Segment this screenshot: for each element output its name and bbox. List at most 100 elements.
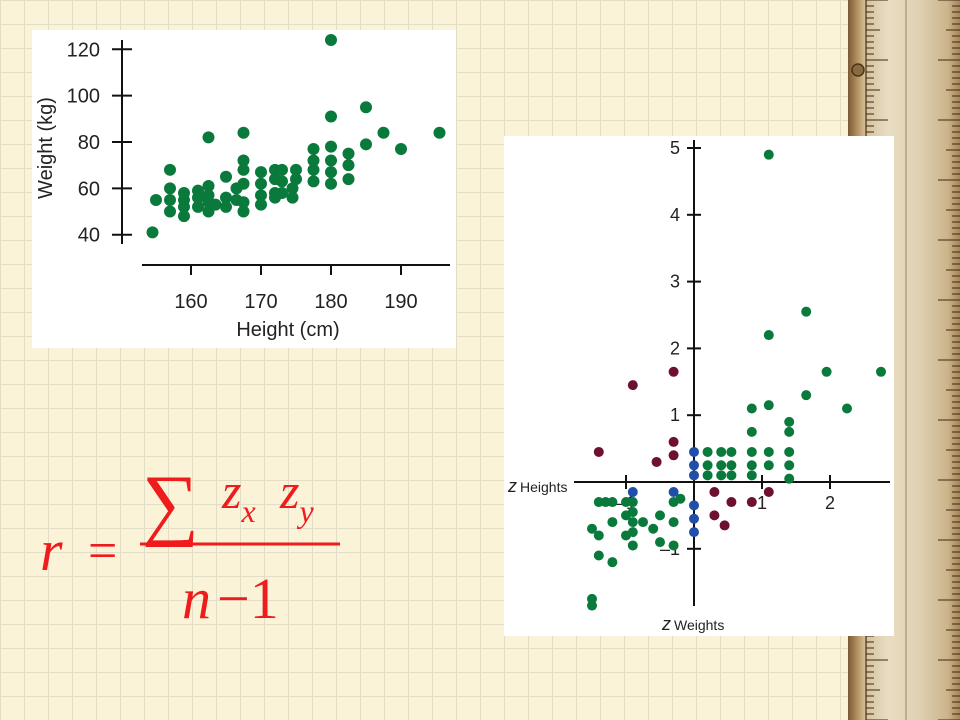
chart2-y-tick-label: 5 xyxy=(670,138,680,158)
chart2-point xyxy=(726,460,737,471)
chart2-ticks: –112–112345 xyxy=(616,138,835,559)
chart1-point xyxy=(342,147,355,160)
chart2-point xyxy=(763,487,774,498)
chart1-point xyxy=(237,177,250,190)
chart1-point xyxy=(237,163,250,176)
chart1-point xyxy=(164,205,176,218)
chart2-point xyxy=(689,513,699,524)
chart2-points xyxy=(587,149,886,611)
chart2-point xyxy=(607,497,618,508)
chart2-point xyxy=(719,520,730,531)
chart2-point xyxy=(651,456,662,467)
formula-r: r xyxy=(40,518,63,583)
chart1-x-tick-label: 190 xyxy=(384,291,417,313)
chart2-point xyxy=(593,446,604,457)
chart2-point xyxy=(801,306,812,317)
chart1-point xyxy=(255,166,267,179)
chart1-point xyxy=(255,177,267,190)
chart1-point xyxy=(325,166,337,179)
chart1-point xyxy=(237,205,250,218)
chart2-x-axis-label: z Heights xyxy=(507,476,567,496)
chart1-point xyxy=(395,142,407,155)
chart2-point xyxy=(655,537,665,548)
formula-z-x: zx xyxy=(221,463,256,529)
formula-z-y: zy xyxy=(279,463,314,529)
formula-sum-symbol: ∑ xyxy=(142,460,199,548)
chart2-point xyxy=(726,470,737,481)
chart2-point xyxy=(702,446,713,457)
chart2-point xyxy=(627,527,638,538)
chart2-point xyxy=(746,470,757,481)
chart1-point xyxy=(164,163,176,176)
chart1-y-tick-label: 60 xyxy=(78,178,100,200)
chart1-point xyxy=(290,163,302,176)
chart2-point xyxy=(726,497,737,508)
chart2-point xyxy=(627,517,638,528)
chart1-point xyxy=(325,110,337,123)
chart2-y-tick-label: 2 xyxy=(670,338,680,358)
chart1-x-tick-label: 180 xyxy=(314,291,347,313)
chart2-point xyxy=(702,460,713,471)
chart1-point xyxy=(192,200,204,213)
chart1-point xyxy=(325,154,337,167)
chart2-x-tick-label: 1 xyxy=(757,493,767,513)
chart2-point xyxy=(627,507,638,518)
chart1-y-tick-label: 100 xyxy=(67,86,100,108)
chart2-point xyxy=(593,530,604,541)
chart1-point xyxy=(220,200,232,213)
chart2-point xyxy=(763,446,774,457)
chart1-y-tick-label: 120 xyxy=(67,39,100,61)
chart1-point xyxy=(360,101,372,114)
chart2-y-tick-label: 3 xyxy=(670,272,680,292)
chart1-point xyxy=(237,196,250,209)
height-weight-scatter: 160 170 180 190 40 60 80 100 120 Height (cm) Wei… xyxy=(35,34,450,341)
chart2-point xyxy=(763,460,774,471)
chart2-point xyxy=(726,446,737,457)
formula-denominator: n −1 xyxy=(182,566,279,631)
chart1-x-tick-label: 160 xyxy=(174,291,207,313)
chart1-point xyxy=(202,131,215,144)
chart1-point xyxy=(255,198,267,211)
chart2-point xyxy=(709,510,720,521)
chart2-point xyxy=(668,540,679,551)
chart2-point xyxy=(716,470,727,481)
chart2-point xyxy=(876,366,886,377)
chart1-point xyxy=(325,177,337,190)
chart1-point xyxy=(377,126,390,139)
chart1-point xyxy=(307,175,320,188)
chart1-point xyxy=(255,189,267,202)
chart2-y-tick-label: 1 xyxy=(670,405,680,425)
chart2-point xyxy=(627,487,638,498)
chart2-point xyxy=(655,510,665,521)
chart1-point xyxy=(286,182,299,195)
chart2-point xyxy=(689,500,699,511)
chart1-y-tick-label: 80 xyxy=(78,132,100,154)
chart2-y-tick-label: 4 xyxy=(670,205,680,225)
chart1-point xyxy=(286,191,299,204)
chart2-point xyxy=(716,460,727,471)
chart2-point xyxy=(675,493,686,504)
chart2-point xyxy=(607,557,618,568)
chart1-x-axis-label: Height (cm) xyxy=(236,319,339,341)
chart1-point xyxy=(325,140,337,153)
chart1-ticks: 160 170 180 190 40 60 80 100 120 xyxy=(67,39,418,313)
height-weight-chart-panel: 160 170 180 190 40 60 80 100 120 Height (cm) Wei… xyxy=(32,30,456,348)
chart2-point xyxy=(607,517,618,528)
chart2-point xyxy=(689,460,699,471)
chart1-y-axis-label: Weight (kg) xyxy=(35,97,57,199)
chart1-point xyxy=(276,175,288,188)
chart2-point xyxy=(746,426,757,437)
chart1-points xyxy=(146,34,446,239)
chart2-point xyxy=(627,540,638,551)
chart1-point xyxy=(178,210,190,223)
chart2-point xyxy=(668,436,679,447)
chart2-point xyxy=(746,446,757,457)
correlation-formula: r = ∑ zx zy n −1 xyxy=(40,460,340,631)
chart1-point xyxy=(220,170,232,183)
chart2-point xyxy=(763,149,774,160)
chart2-point xyxy=(716,446,727,457)
ruler-screw-top xyxy=(851,63,865,77)
chart2-point xyxy=(689,446,699,457)
chart1-point xyxy=(202,180,215,193)
